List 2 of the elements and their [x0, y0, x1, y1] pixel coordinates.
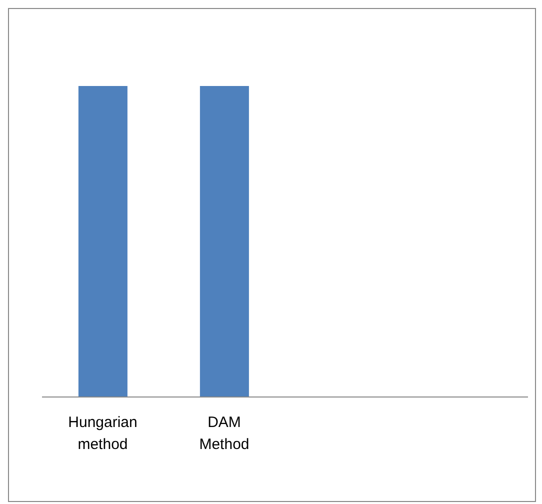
x-tick-label: DAM Method	[199, 414, 250, 453]
x-tick-label: Hungarian method	[68, 414, 138, 453]
